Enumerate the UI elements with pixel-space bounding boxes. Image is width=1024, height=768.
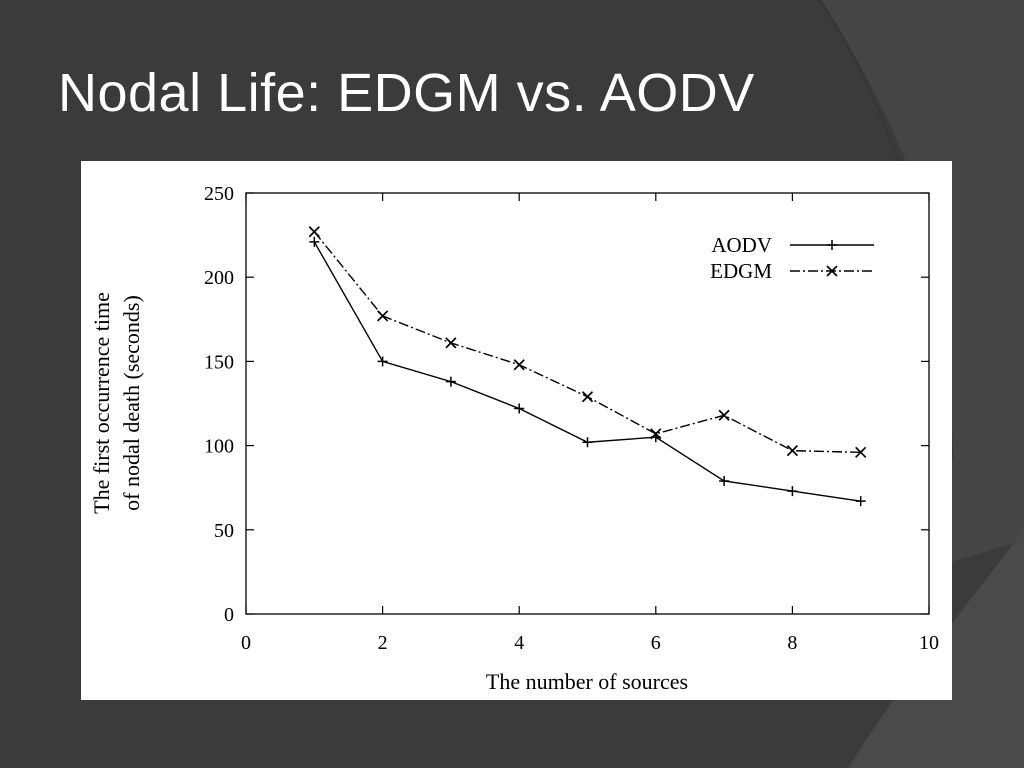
data-point-edgm xyxy=(581,391,594,403)
data-point-aodv xyxy=(582,437,593,448)
data-point-edgm xyxy=(650,428,662,440)
y-tick-label: 0 xyxy=(224,604,234,626)
series-line-edgm xyxy=(313,231,861,454)
data-point-aodv xyxy=(855,496,866,507)
data-point-aodv xyxy=(377,356,388,367)
y-axis-title-line1: The first occurrence time xyxy=(89,292,114,514)
y-tick-label: 50 xyxy=(214,520,234,542)
y-tick-label: 250 xyxy=(204,183,234,205)
data-point-edgm xyxy=(855,446,867,458)
data-point-edgm xyxy=(308,226,320,238)
legend-label-edgm: EDGM xyxy=(710,259,772,283)
x-axis-title: The number of sources xyxy=(486,669,688,694)
y-axis-title-line2: of nodal death (seconds) xyxy=(119,295,144,511)
data-point-aodv xyxy=(514,403,525,414)
legend-marker-aodv xyxy=(827,240,837,250)
data-point-aodv xyxy=(309,236,320,247)
x-tick-label: 2 xyxy=(378,632,388,654)
legend-marker-edgm xyxy=(826,265,838,277)
data-point-edgm xyxy=(445,337,457,349)
y-tick-label: 150 xyxy=(204,351,234,373)
x-tick-label: 8 xyxy=(787,632,797,654)
data-point-edgm xyxy=(376,310,389,322)
data-point-edgm xyxy=(786,445,799,457)
chart-frame: 0 2 4 6 8 10 0 50 100 150 200 250 AODV EDGM The numb… xyxy=(81,161,952,700)
x-tick-label: 6 xyxy=(651,632,661,654)
x-tick-label: 4 xyxy=(514,632,524,654)
data-point-aodv xyxy=(445,376,456,387)
data-point-aodv xyxy=(787,486,798,497)
y-tick-label: 100 xyxy=(204,436,234,458)
data-point-edgm xyxy=(718,409,730,421)
series-line-aodv xyxy=(313,241,861,502)
slide-title: Nodal Life: EDGM vs. AODV xyxy=(58,63,755,123)
plot-area-border xyxy=(245,192,930,615)
y-tick-label: 200 xyxy=(204,267,234,289)
data-point-edgm xyxy=(513,359,525,371)
x-tick-label: 0 xyxy=(241,632,251,654)
series-layer xyxy=(308,226,867,507)
series-edgm xyxy=(308,226,867,458)
x-tick-label: 10 xyxy=(919,632,939,654)
series-aodv xyxy=(309,236,866,507)
legend-label-aodv: AODV xyxy=(711,233,772,257)
data-point-aodv xyxy=(719,475,730,486)
background-curve-shape xyxy=(820,0,1024,562)
